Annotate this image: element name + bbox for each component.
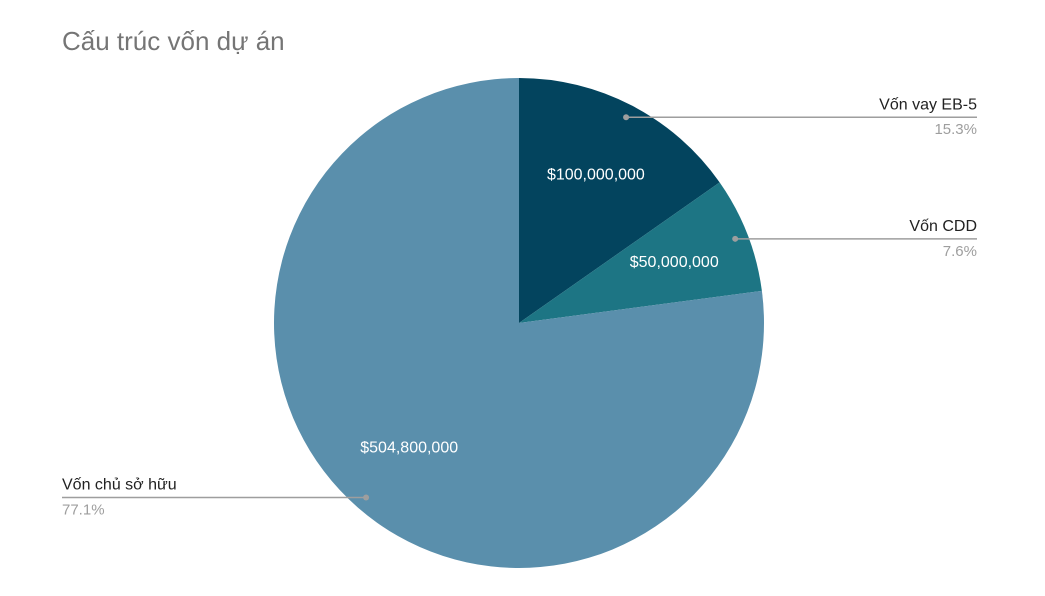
slice-label: $504,800,000 (360, 440, 458, 457)
legend-label: Vốn chủ sở hữu (62, 477, 177, 494)
slice-label: $100,000,000 (547, 166, 645, 183)
legend-label: Vốn CDD (909, 218, 977, 235)
percent-label: 77.1% (62, 501, 105, 518)
leader-dot (623, 114, 630, 121)
leader-dot (732, 235, 739, 242)
pie-slice (519, 182, 762, 323)
slice-label: $50,000,000 (630, 254, 719, 271)
pie-slice (273, 78, 764, 568)
leader-dot (363, 494, 370, 501)
pie-slice (519, 78, 720, 323)
percent-label: 15.3% (934, 121, 977, 138)
legend-label: Vốn vay EB-5 (879, 96, 977, 113)
chart-title: Cấu trúc vốn dự án (62, 26, 285, 56)
percent-label: 7.6% (943, 243, 977, 260)
